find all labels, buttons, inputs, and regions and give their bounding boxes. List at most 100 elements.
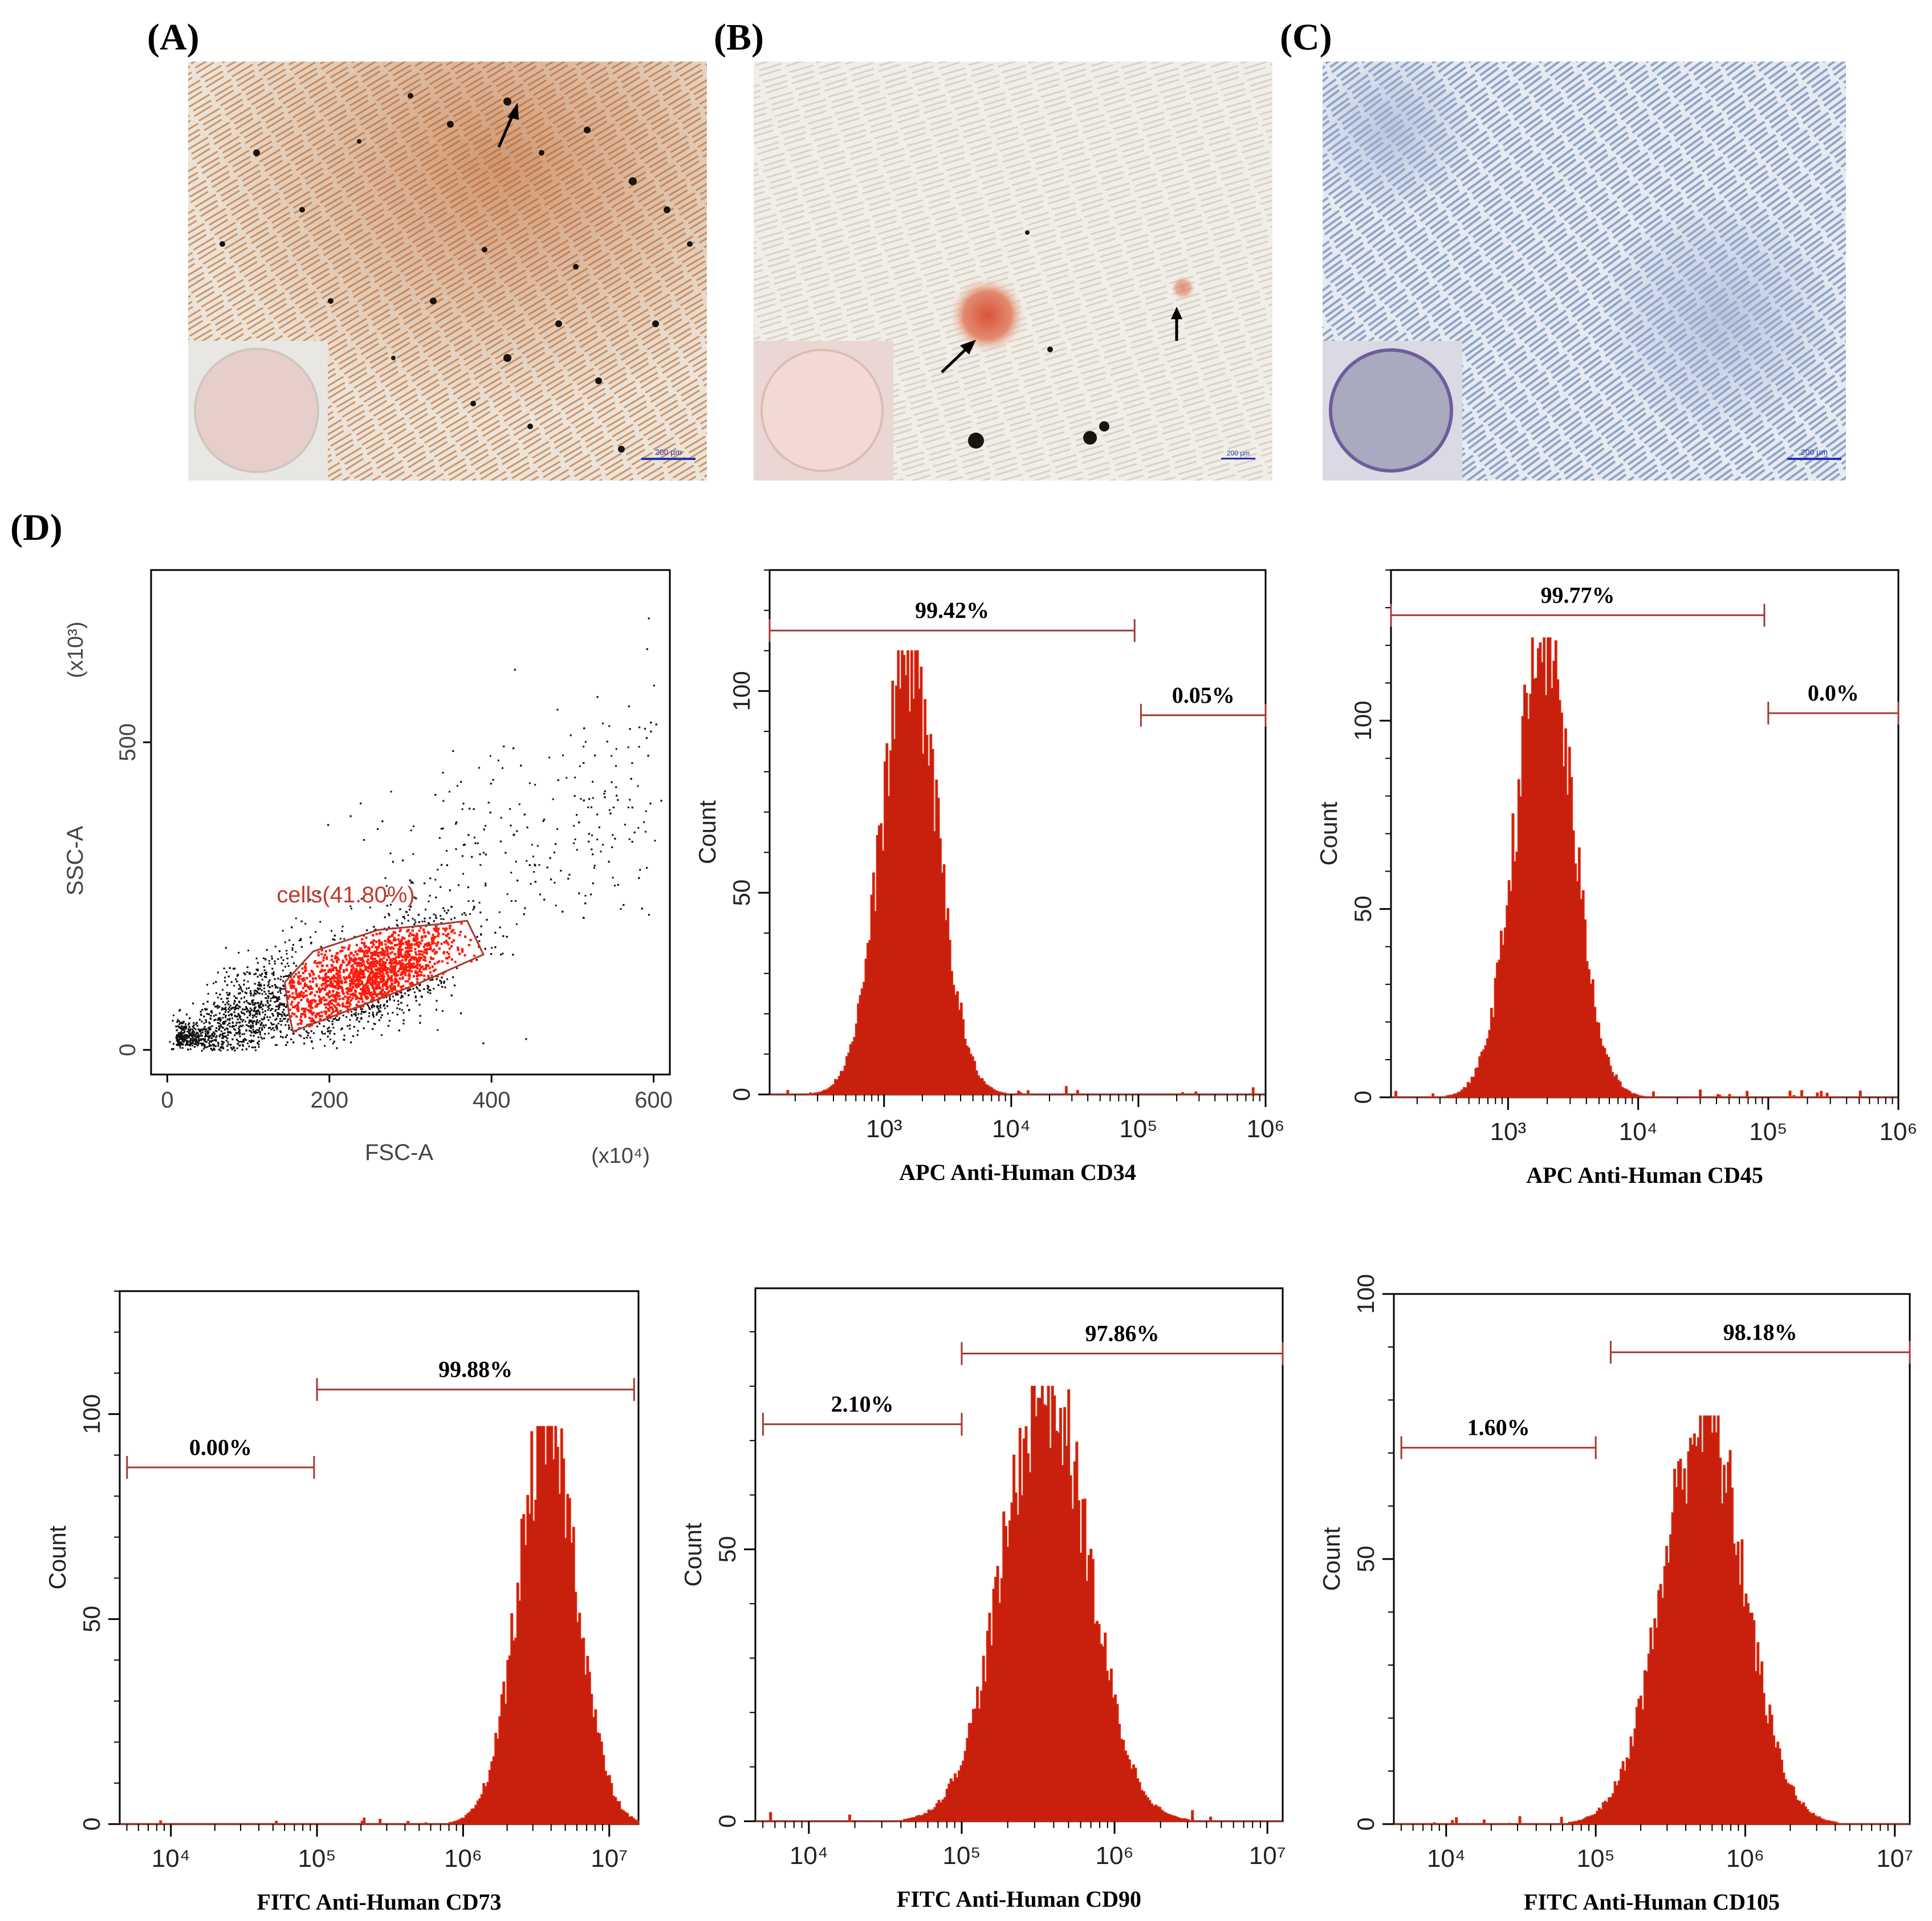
gated-cell-dot — [337, 958, 340, 961]
event-dot — [307, 1032, 310, 1034]
gated-cell-dot — [437, 933, 440, 935]
event-dot — [286, 962, 288, 964]
event-dot — [258, 1005, 260, 1007]
event-dot — [262, 1004, 264, 1006]
event-dot — [184, 1030, 186, 1032]
gated-cell-dot — [323, 1010, 326, 1013]
event-dot — [218, 1019, 221, 1021]
event-dot — [215, 1035, 218, 1037]
event-dot — [286, 950, 288, 952]
gated-cell-dot — [315, 1016, 318, 1019]
event-dot — [446, 978, 448, 980]
gated-cell-dot — [418, 941, 421, 943]
y-tick-label: 0 — [115, 1044, 140, 1056]
event-dot — [257, 975, 259, 978]
event-dot — [223, 1032, 226, 1035]
event-dot — [217, 971, 219, 974]
gated-cell-dot — [389, 958, 392, 961]
gated-cell-dot — [338, 1004, 341, 1007]
event-dot — [196, 1031, 198, 1033]
event-dot — [351, 1014, 353, 1016]
gated-cell-dot — [397, 948, 400, 951]
event-dot — [251, 1046, 253, 1048]
event-dot — [385, 929, 388, 931]
gated-cell-dot — [337, 978, 340, 981]
event-dot — [251, 1003, 254, 1006]
gated-cell-dot — [316, 962, 318, 965]
event-dot — [385, 885, 388, 887]
event-dot — [234, 1008, 237, 1010]
gated-cell-dot — [356, 979, 359, 982]
gated-cell-dot — [378, 992, 381, 995]
event-dot — [275, 1026, 277, 1028]
gated-cell-dot — [421, 965, 424, 968]
gated-cell-dot — [363, 975, 366, 978]
gated-cell-dot — [328, 1009, 331, 1012]
gated-cell-dot — [329, 1000, 332, 1003]
event-dot — [255, 1049, 257, 1051]
gated-cell-dot — [352, 992, 355, 995]
event-dot — [269, 1027, 271, 1029]
event-dot — [526, 860, 528, 862]
event-dot — [193, 1039, 195, 1041]
event-dot — [414, 921, 417, 923]
event-dot — [249, 1007, 251, 1010]
event-dot — [265, 1004, 267, 1006]
event-dot — [245, 1020, 246, 1023]
event-dot — [269, 1016, 271, 1018]
event-dot — [206, 1031, 209, 1033]
event-dot — [627, 746, 629, 748]
event-dot — [373, 1023, 375, 1025]
gated-cell-dot — [384, 943, 387, 946]
event-dot — [180, 1041, 182, 1043]
gated-cell-dot — [304, 969, 307, 972]
event-dot — [515, 861, 517, 863]
event-dot — [281, 1020, 283, 1022]
event-dot — [208, 1031, 210, 1033]
gated-cell-dot — [346, 1007, 349, 1010]
event-dot — [234, 1006, 236, 1008]
event-dot — [277, 999, 279, 1001]
event-dot — [349, 1019, 351, 1021]
gated-cell-dot — [406, 945, 409, 947]
event-dot — [265, 972, 266, 974]
gated-cell-dot — [345, 991, 348, 994]
gated-cell-dot — [424, 949, 426, 951]
gated-cell-dot — [438, 947, 441, 950]
gated-cell-dot — [453, 931, 456, 934]
event-dot — [602, 722, 604, 725]
gated-cell-dot — [448, 953, 450, 955]
gated-cell-dot — [297, 981, 299, 984]
gated-cell-dot — [309, 985, 312, 988]
gated-cell-dot — [436, 961, 439, 964]
gated-cell-dot — [288, 995, 291, 998]
event-dot — [397, 994, 399, 995]
gated-cell-dot — [329, 1006, 331, 1009]
event-dot — [515, 900, 517, 902]
gated-cell-dot — [394, 956, 397, 959]
event-dot — [251, 1014, 254, 1016]
gated-cell-dot — [376, 962, 379, 964]
event-dot — [584, 740, 587, 743]
event-dot — [500, 817, 502, 819]
event-dot — [410, 829, 412, 832]
event-dot — [608, 725, 611, 727]
event-dot — [583, 746, 585, 748]
gated-cell-dot — [395, 961, 398, 964]
event-dot — [263, 1018, 265, 1020]
event-dot — [461, 855, 463, 857]
gated-cell-dot — [418, 944, 421, 947]
event-dot — [235, 997, 237, 999]
event-dot — [624, 824, 626, 826]
gated-cell-dot — [408, 950, 411, 953]
event-dot — [277, 1023, 279, 1025]
gated-cell-dot — [373, 982, 376, 985]
event-dot — [178, 1023, 181, 1025]
event-dot — [416, 986, 418, 988]
event-dot — [208, 1042, 210, 1044]
event-dot — [648, 617, 650, 620]
event-dot — [249, 1012, 251, 1015]
event-dot — [262, 1008, 263, 1011]
event-dot — [214, 1019, 217, 1021]
event-dot — [196, 1044, 198, 1047]
